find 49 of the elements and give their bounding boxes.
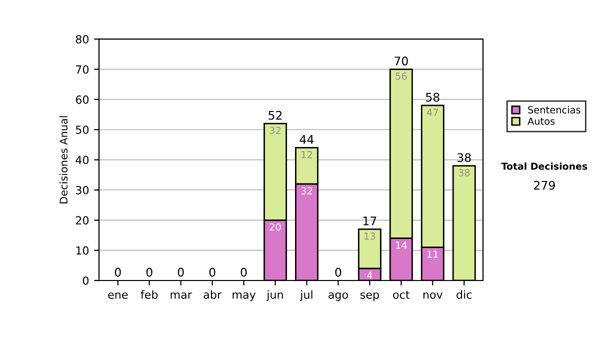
y-tick-label: 70 bbox=[76, 65, 89, 74]
data-label: 32 bbox=[270, 126, 280, 134]
data-label: 20 bbox=[270, 223, 281, 231]
y-tick-label: 30 bbox=[76, 186, 89, 194]
total-label: 0 bbox=[178, 268, 184, 277]
total-label: 52 bbox=[268, 110, 282, 120]
y-tick-label: 50 bbox=[76, 126, 89, 134]
x-tick-label: oct bbox=[393, 290, 410, 299]
total-label: 0 bbox=[240, 268, 247, 277]
x-tick-label: dic bbox=[456, 290, 472, 299]
x-tick-label: ago bbox=[328, 292, 348, 301]
data-label: 56 bbox=[396, 72, 407, 80]
y-tick-label: 0 bbox=[82, 276, 89, 285]
text: 279 bbox=[534, 180, 555, 190]
total-label: 70 bbox=[394, 56, 408, 66]
data-label: 12 bbox=[302, 150, 312, 158]
x-tick-label: jul bbox=[300, 290, 312, 301]
y-axis-title: Decisiones Anual bbox=[60, 116, 68, 204]
total-label: 0 bbox=[146, 268, 152, 277]
total-label: 38 bbox=[458, 153, 471, 162]
x-tick-label: mar bbox=[170, 292, 192, 299]
total-label: 17 bbox=[363, 216, 376, 226]
total-label: 0 bbox=[114, 268, 121, 277]
text: Total Decisiones bbox=[501, 162, 588, 170]
data-label: 32 bbox=[301, 187, 312, 194]
data-label: 11 bbox=[428, 250, 438, 258]
x-tick-label: nov bbox=[423, 292, 443, 299]
y-tick-label: 80 bbox=[76, 35, 89, 44]
x-tick-label: abr bbox=[204, 290, 222, 299]
data-label: 13 bbox=[364, 232, 376, 240]
data-label: 4 bbox=[367, 272, 372, 279]
y-tick-label: 40 bbox=[76, 156, 89, 164]
x-tick-label: ene bbox=[108, 292, 128, 299]
total-label: 0 bbox=[209, 268, 216, 277]
y-tick-label: 20 bbox=[76, 216, 89, 225]
total-label: 58 bbox=[426, 92, 440, 102]
x-tick-label: may bbox=[232, 292, 256, 301]
data-label: 14 bbox=[396, 242, 407, 249]
y-tick-label: 10 bbox=[76, 246, 89, 255]
legend-label: Autos bbox=[528, 118, 555, 125]
x-tick-label: feb bbox=[140, 290, 158, 299]
legend-label: Sentencias bbox=[528, 106, 580, 114]
x-tick-label: jun bbox=[266, 290, 283, 301]
total-label: 44 bbox=[300, 135, 314, 144]
total-label: 0 bbox=[335, 268, 342, 277]
x-tick-label: sep bbox=[360, 292, 379, 301]
data-label: 47 bbox=[426, 108, 438, 116]
data-label: 38 bbox=[458, 169, 470, 176]
y-tick-label: 60 bbox=[76, 95, 89, 104]
